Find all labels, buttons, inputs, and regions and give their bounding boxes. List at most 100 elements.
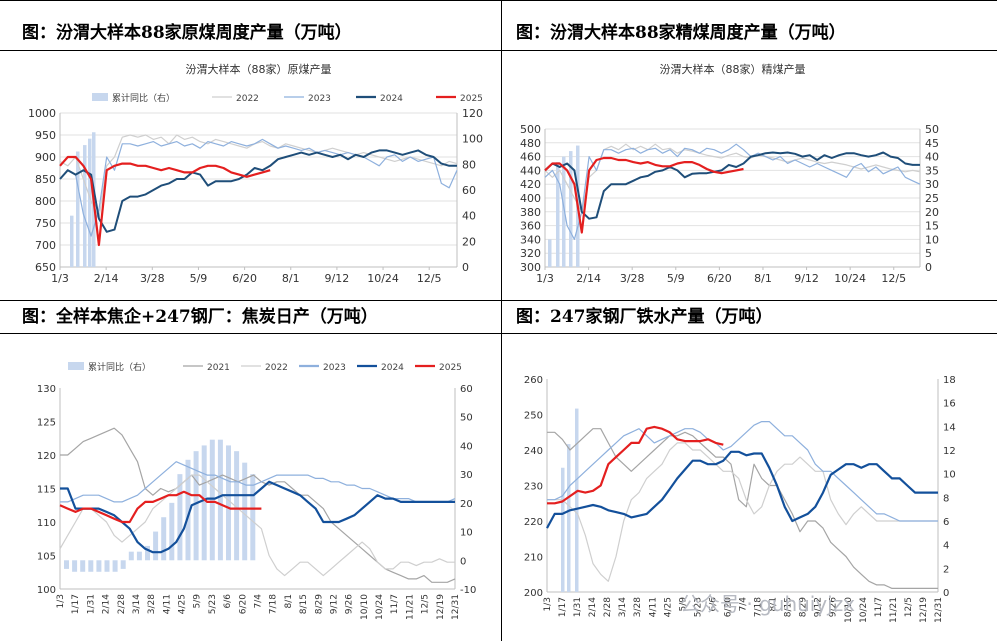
c2-y2-tick-label: 60: [460, 384, 473, 395]
c2-legend-label-5: 2025: [439, 363, 462, 373]
c0-y-tick-label: 700: [35, 239, 56, 252]
c3-x-tick-label: 8/1: [769, 597, 779, 611]
c1-y2-tick-label: 0: [925, 261, 932, 274]
c0-series-2025: [59, 155, 271, 247]
c2-bar: [136, 551, 142, 561]
c1-x-tick-label: 2/14: [576, 272, 601, 285]
c2-bar: [217, 439, 223, 561]
c3-bar: [561, 467, 565, 592]
c3-y2-tick-label: 10: [943, 470, 956, 481]
c1-x-tick-label: 5/9: [667, 272, 685, 285]
c1-y2-tick-label: 35: [925, 164, 939, 177]
c0-x-tick-label: 8/1: [282, 272, 300, 285]
chart-coke-output-svg: 累计同比（右） 2021 2022 2023 2024 20251001051101151…: [37, 361, 476, 620]
center-divider: [501, 0, 502, 641]
c2-bar: [104, 560, 110, 572]
c1-y-tick-label: 460: [520, 151, 541, 164]
c0-legend-label-3: 2024: [380, 94, 403, 104]
c1-x-tick-label: 3/28: [620, 272, 645, 285]
chart-clean-coal: 汾渭大样本（88家）精煤产量累计同比（右）2022202320242025300…: [502, 51, 997, 300]
title-row-bottom-divider: [0, 333, 997, 334]
c2-x-tick-label: 7/18: [269, 594, 279, 614]
c0-y-tick-label: 1000: [28, 107, 56, 120]
c1-series-2025: [544, 156, 744, 234]
c2-x-tick-label: 8/29: [314, 594, 324, 614]
c3-series-2023: [547, 420, 938, 522]
c3-y2-tick-label: 14: [943, 422, 956, 433]
c0-bar: [70, 215, 74, 267]
c0-y-tick-label: 900: [35, 151, 56, 164]
c0-y-tick-label: 850: [35, 173, 56, 186]
c0-y2-tick-label: 20: [462, 235, 476, 248]
c0-series-2024: [59, 149, 457, 233]
c0-series-2023: [59, 138, 458, 237]
c0-y-tick-label: 800: [35, 195, 56, 208]
c0-x-tick-label: 9/12: [325, 272, 350, 285]
panel-title-coke-output: 图：全样本焦企+247钢厂：焦炭日产（万吨）: [22, 307, 378, 327]
c2-x-tick-label: 7/4: [254, 594, 264, 609]
c3-x-tick-label: 9/12: [814, 597, 824, 617]
c1-series-2023: [544, 143, 921, 240]
c2-x-tick-label: 1/31: [86, 594, 96, 614]
c3-y-tick-label: 260: [524, 375, 543, 386]
c2-y2-tick-label: 20: [460, 499, 473, 510]
c3-y2-tick-label: 4: [943, 541, 949, 552]
c2-legend-swatch-bar: [68, 362, 84, 370]
chart-clean-coal-svg: 汾渭大样本（88家）精煤产量累计同比（右）2022202320242025300…: [520, 62, 939, 285]
c2-y-tick-label: 120: [37, 451, 56, 462]
c2-bar: [88, 560, 94, 572]
c3-x-tick-label: 7/18: [754, 597, 764, 617]
c0-x-tick-label: 2/14: [94, 272, 119, 285]
c2-x-tick-label: 2/28: [117, 594, 127, 614]
c3-y-tick-label: 200: [524, 588, 543, 599]
c2-x-tick-label: 12/19: [436, 594, 446, 620]
c3-series-2025: [547, 425, 724, 505]
c2-x-tick-label: 10/10: [360, 594, 370, 620]
c0-legend-label-4: 2025: [460, 94, 483, 104]
c3-y2-tick-label: 0: [943, 588, 949, 599]
c1-y2-tick-label: 5: [925, 247, 932, 260]
c1-y2-tick-label: 20: [925, 206, 939, 219]
c3-bar: [567, 444, 571, 592]
c3-x-tick-label: 8/29: [799, 597, 809, 617]
c3-y2-tick-label: 8: [943, 493, 949, 504]
c1-y-tick-label: 340: [520, 233, 541, 246]
c2-y2-tick-label: 0: [460, 556, 466, 567]
c2-bar: [250, 474, 256, 561]
c2-x-tick-label: 11/21: [405, 594, 415, 620]
c2-bar: [209, 439, 215, 561]
c2-legend-label-3: 2023: [323, 363, 346, 373]
c2-legend-label-2: 2022: [265, 363, 288, 373]
c3-x-tick-label: 6/6: [708, 597, 718, 612]
c2-x-tick-label: 8/1: [284, 594, 294, 608]
c1-bar: [548, 239, 552, 267]
c1-bar: [556, 162, 560, 267]
c2-bar: [201, 445, 207, 561]
c2-bar: [128, 551, 134, 561]
c3-x-tick-label: 12/19: [919, 597, 929, 623]
c2-y2-tick-label: 50: [460, 413, 473, 424]
c3-x-tick-label: 6/20: [723, 597, 733, 617]
c1-x-tick-label: 6/20: [707, 272, 732, 285]
c0-x-tick-label: 12/5: [417, 272, 442, 285]
c1-bar: [562, 156, 566, 267]
c0-x-tick-label: 6/20: [232, 272, 257, 285]
c3-x-tick-label: 1/3: [543, 597, 553, 611]
chart-coke-output: 累计同比（右） 2021 2022 2023 2024 2025 100 105 110 115 1…: [0, 334, 500, 641]
c0-x-tick-label: 3/28: [140, 272, 165, 285]
c0-y-tick-label: 650: [35, 261, 56, 274]
c3-y2-tick-label: 2: [943, 564, 949, 575]
c2-y2-tick-label: -10: [460, 585, 476, 596]
c3-series-2024: [546, 450, 938, 529]
c0-y-tick-label: 750: [35, 217, 56, 230]
c3-x-tick-label: 7/4: [739, 597, 749, 612]
c0-legend-label-1: 2022: [236, 94, 259, 104]
panel-title-hot-metal: 图：247家钢厂铁水产量（万吨）: [516, 307, 773, 327]
c3-x-tick-label: 2/28: [603, 597, 613, 617]
c3-series-2022: [547, 442, 938, 582]
c1-y2-tick-label: 25: [925, 192, 939, 205]
c1-y-tick-label: 420: [520, 178, 541, 191]
c2-bar: [153, 531, 159, 561]
c1-y2-tick-label: 40: [925, 151, 939, 164]
c0-y2-tick-label: 80: [462, 158, 476, 171]
